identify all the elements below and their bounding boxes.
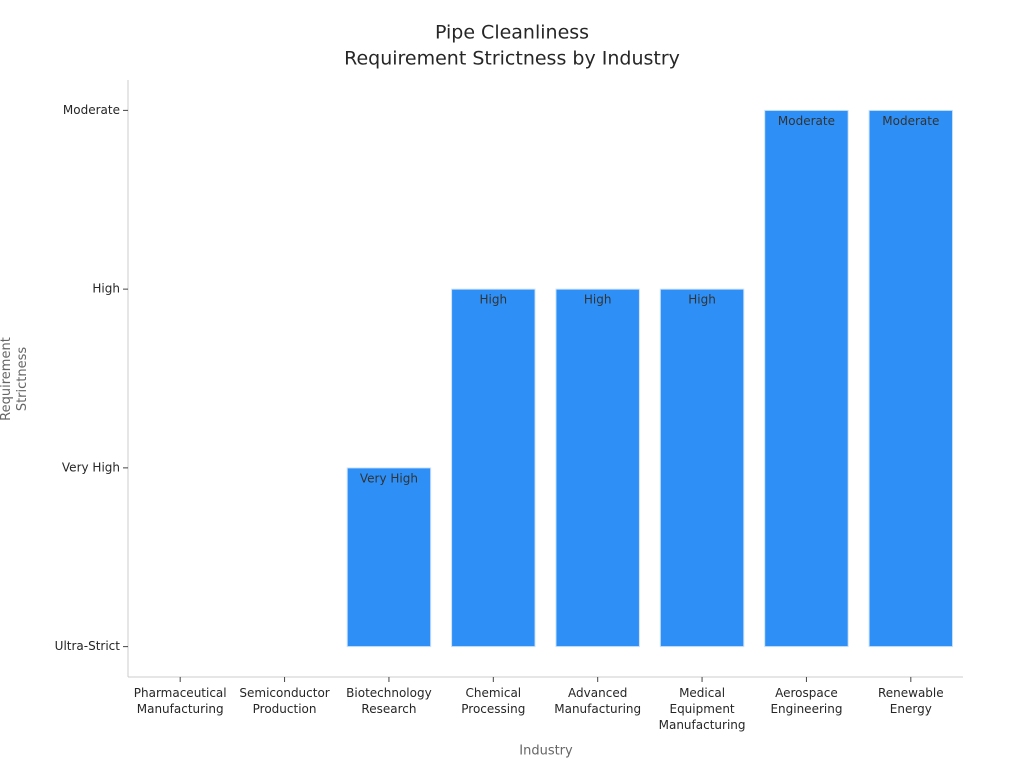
value-label: High [688,293,716,307]
bar [868,109,954,648]
value-label: High [480,293,508,307]
x-tick-label: Biotechnology Research [346,686,432,716]
y-axis-label: Requirement Strictness [0,337,30,421]
x-axis-label: Industry [519,744,573,759]
x-tick-label: Aerospace Engineering [770,686,843,716]
bar [555,288,640,648]
value-label: Moderate [882,114,939,128]
bar [659,288,745,648]
value-label: Moderate [778,114,835,128]
x-tick-label: Chemical Processing [461,686,526,716]
chart-title: Requirement Strictness by Industry [344,48,680,70]
value-label: Very High [360,471,418,485]
x-tick-label: Renewable Energy [877,686,944,716]
value-label: High [584,293,612,307]
x-tick-label: Pharmaceutical Manufacturing [133,686,227,716]
y-tick-label: Ultra-Strict [55,639,121,653]
x-tick-label: Semiconductor Production [239,686,330,716]
bar [764,109,849,648]
y-tick-label: Moderate [63,103,120,117]
x-tick-label: Advanced Manufacturing [554,686,642,716]
y-tick-label: High [92,282,120,296]
chart-title: Pipe Cleanliness [435,22,589,44]
bar [451,288,536,648]
y-tick-label: Very High [62,460,120,474]
bar [346,467,432,648]
x-tick-label: Medical Equipment Manufacturing [658,686,746,732]
